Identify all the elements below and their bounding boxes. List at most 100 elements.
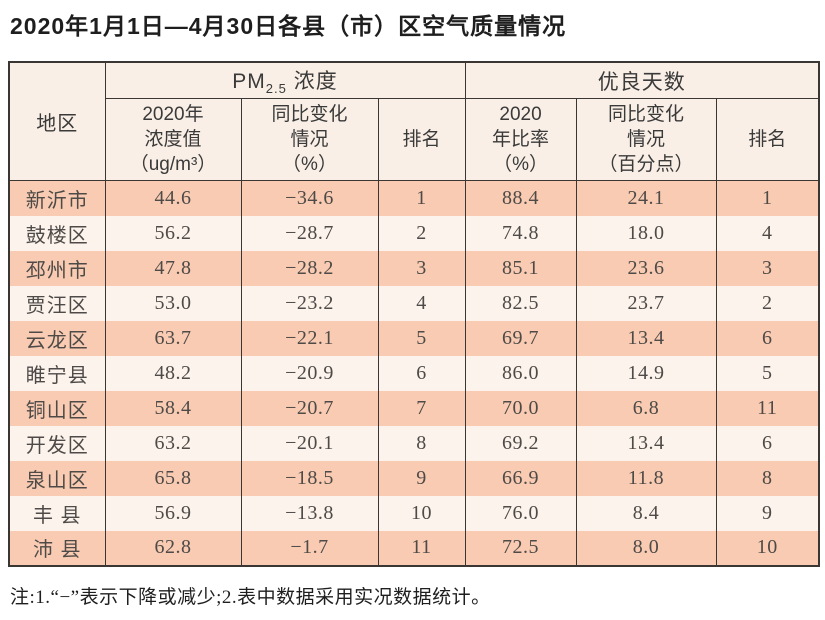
cell-good-rank: 11 (715, 390, 820, 426)
page-title: 2020年1月1日—4月30日各县（市）区空气质量情况 (10, 13, 567, 39)
cell-good-ratio: 70.0 (464, 390, 577, 426)
cell-good-change: 24.1 (575, 180, 717, 216)
cell-pm-change: −13.8 (240, 495, 379, 531)
col-group-good-days: 优良天数 (464, 61, 820, 100)
cell-good-rank: 4 (715, 215, 820, 251)
cell-region: 丰 县 (8, 495, 106, 531)
cell-good-rank: 2 (715, 285, 820, 321)
cell-good-ratio: 85.1 (464, 250, 577, 286)
cell-pm-rank: 11 (377, 530, 466, 566)
cell-pm-value: 53.0 (104, 285, 242, 321)
cell-region: 开发区 (8, 425, 106, 461)
cell-pm-rank: 9 (377, 460, 466, 496)
cell-good-ratio: 74.8 (464, 215, 577, 251)
cell-pm-rank: 8 (377, 425, 466, 461)
cell-region: 铜山区 (8, 390, 106, 426)
cell-good-ratio: 69.2 (464, 425, 577, 461)
cell-pm-rank: 3 (377, 250, 466, 286)
col-header-pm-change: 同比变化 情况 （%） (240, 98, 379, 182)
cell-region: 沛 县 (8, 530, 106, 566)
cell-pm-rank: 7 (377, 390, 466, 426)
cell-pm-value: 47.8 (104, 250, 242, 286)
cell-good-change: 23.6 (575, 250, 717, 286)
cell-pm-change: −20.1 (240, 425, 379, 461)
col-header-region: 地区 (8, 61, 106, 182)
cell-pm-value: 44.6 (104, 180, 242, 216)
cell-pm-change: −1.7 (240, 530, 379, 566)
cell-region: 睢宁县 (8, 355, 106, 391)
col-header-pm-value: 2020年 浓度值 （ug/m³） (104, 98, 242, 182)
cell-region: 云龙区 (8, 320, 106, 356)
cell-pm-change: −22.1 (240, 320, 379, 356)
table-row: 丰 县 56.9 −13.8 10 76.0 8.4 9 (8, 495, 820, 531)
cell-good-change: 13.4 (575, 425, 717, 461)
cell-good-ratio: 69.7 (464, 320, 577, 356)
air-quality-table: 地区 PM2.5 浓度 优良天数 2020年 浓度值 （ug/m³） 同比变化 … (8, 60, 821, 567)
cell-pm-value: 56.2 (104, 215, 242, 251)
cell-region: 贾汪区 (8, 285, 106, 321)
table-header: 地区 PM2.5 浓度 优良天数 2020年 浓度值 （ug/m³） 同比变化 … (8, 61, 820, 182)
cell-good-ratio: 66.9 (464, 460, 577, 496)
table-row: 邳州市 47.8 −28.2 3 85.1 23.6 3 (8, 250, 820, 286)
cell-good-rank: 10 (715, 530, 820, 566)
cell-pm-change: −20.9 (240, 355, 379, 391)
cell-pm-value: 63.7 (104, 320, 242, 356)
cell-good-rank: 8 (715, 460, 820, 496)
cell-pm-value: 56.9 (104, 495, 242, 531)
table-row: 新沂市 44.6 −34.6 1 88.4 24.1 1 (8, 180, 820, 216)
cell-region: 鼓楼区 (8, 215, 106, 251)
pm25-prefix: PM (232, 70, 266, 94)
table-body: 新沂市 44.6 −34.6 1 88.4 24.1 1 鼓楼区 56.2 −28.7 2 74.8 1… (8, 180, 820, 566)
cell-pm-value: 63.2 (104, 425, 242, 461)
col-header-pm-rank: 排名 (377, 98, 466, 182)
cell-pm-value: 58.4 (104, 390, 242, 426)
cell-good-change: 8.0 (575, 530, 717, 566)
cell-pm-rank: 10 (377, 495, 466, 531)
footnote: 注:1.“−”表示下降或减少;2.表中数据采用实况数据统计。 (10, 586, 491, 608)
cell-good-ratio: 88.4 (464, 180, 577, 216)
cell-good-rank: 6 (715, 320, 820, 356)
pm25-suffix: 浓度 (286, 70, 338, 94)
cell-good-rank: 3 (715, 250, 820, 286)
cell-good-ratio: 86.0 (464, 355, 577, 391)
table-row: 沛 县 62.8 −1.7 11 72.5 8.0 10 (8, 530, 820, 566)
cell-pm-rank: 5 (377, 320, 466, 356)
cell-pm-change: −18.5 (240, 460, 379, 496)
cell-good-ratio: 76.0 (464, 495, 577, 531)
header-sub-row: 2020年 浓度值 （ug/m³） 同比变化 情况 （%） 排名 2020 年比… (9, 98, 820, 182)
cell-good-ratio: 82.5 (464, 285, 577, 321)
cell-good-change: 8.4 (575, 495, 717, 531)
cell-pm-change: −28.2 (240, 250, 379, 286)
table-row: 泉山区 65.8 −18.5 9 66.9 11.8 8 (8, 460, 820, 496)
cell-good-rank: 5 (715, 355, 820, 391)
cell-pm-rank: 1 (377, 180, 466, 216)
cell-good-rank: 1 (715, 180, 820, 216)
cell-good-ratio: 72.5 (464, 530, 577, 566)
cell-pm-value: 65.8 (104, 460, 242, 496)
table-row: 贾汪区 53.0 −23.2 4 82.5 23.7 2 (8, 285, 820, 321)
cell-pm-change: −20.7 (240, 390, 379, 426)
cell-pm-rank: 2 (377, 215, 466, 251)
table-row: 睢宁县 48.2 −20.9 6 86.0 14.9 5 (8, 355, 820, 391)
pm25-subscript: 2.5 (265, 81, 287, 97)
col-header-good-rank: 排名 (715, 98, 820, 182)
col-group-pm25: PM2.5 浓度 (104, 61, 466, 100)
cell-good-change: 6.8 (575, 390, 717, 426)
header-group-row: 地区 PM2.5 浓度 优良天数 (8, 61, 820, 182)
cell-pm-rank: 4 (377, 285, 466, 321)
cell-good-change: 14.9 (575, 355, 717, 391)
col-header-good-ratio: 2020 年比率 （%） (464, 98, 577, 182)
cell-good-change: 18.0 (575, 215, 717, 251)
cell-pm-change: −23.2 (240, 285, 379, 321)
cell-region: 泉山区 (8, 460, 106, 496)
table-row: 开发区 63.2 −20.1 8 69.2 13.4 6 (8, 425, 820, 461)
cell-good-rank: 6 (715, 425, 820, 461)
cell-pm-value: 62.8 (104, 530, 242, 566)
cell-pm-value: 48.2 (104, 355, 242, 391)
cell-region: 邳州市 (8, 250, 106, 286)
cell-pm-change: −28.7 (240, 215, 379, 251)
table-row: 云龙区 63.7 −22.1 5 69.7 13.4 6 (8, 320, 820, 356)
col-header-good-change: 同比变化 情况 （百分点） (575, 98, 717, 182)
table-row: 铜山区 58.4 −20.7 7 70.0 6.8 11 (8, 390, 820, 426)
